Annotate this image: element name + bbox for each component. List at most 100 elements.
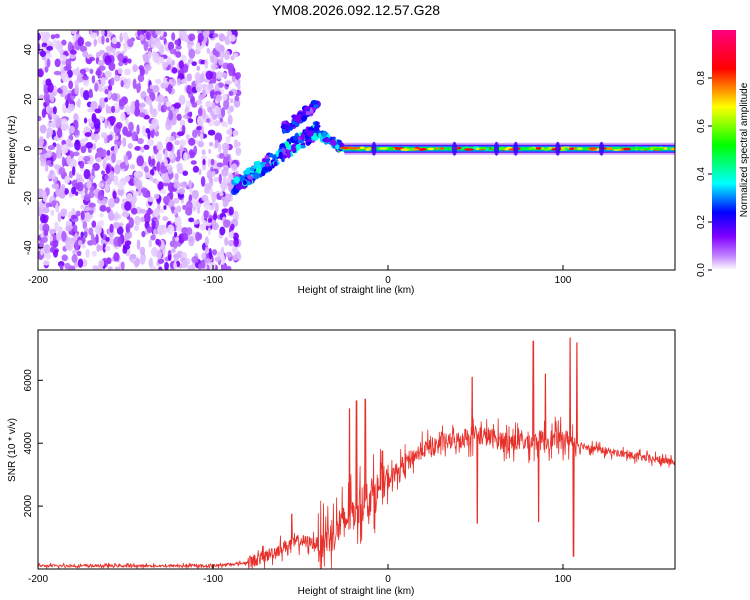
spectrogram-chirp-blob bbox=[239, 175, 246, 183]
spectrogram-frame bbox=[37, 29, 676, 271]
spectrogram-noise-blob bbox=[91, 220, 97, 228]
carrier-segment bbox=[535, 147, 542, 150]
spectrogram-chirp-blob bbox=[285, 141, 290, 148]
spectrogram-noise-blob bbox=[150, 234, 156, 241]
spectrogram-chirp-blob bbox=[285, 124, 290, 132]
spectrogram-chirp-blob bbox=[318, 132, 322, 138]
carrier-burst bbox=[555, 141, 561, 156]
spectrogram-noise-blob bbox=[82, 75, 89, 81]
spectrogram-noise-blob bbox=[57, 42, 63, 54]
spectrogram-noise-blob bbox=[56, 128, 63, 139]
spectrogram-noise-blob bbox=[199, 133, 204, 141]
spectrogram-noise-blob bbox=[83, 169, 91, 180]
spectrogram-noise-blob bbox=[204, 236, 209, 247]
spectrogram-noise-blob bbox=[79, 45, 88, 53]
spectrogram-noise-blob bbox=[214, 52, 221, 58]
spectrogram-noise-blob bbox=[176, 78, 182, 86]
spectrogram-noise-blob bbox=[53, 164, 60, 170]
spectrogram-chirp-blob bbox=[272, 154, 277, 160]
spectrogram-noise-blob bbox=[173, 241, 178, 249]
spectrogram-noise-region bbox=[38, 30, 242, 270]
spectrogram-noise-blob bbox=[230, 223, 235, 231]
spectrogram-noise-blob bbox=[163, 176, 168, 183]
spectrogram-noise-blob bbox=[76, 181, 84, 192]
spectrogram-noise-blob bbox=[216, 71, 223, 80]
spectrogram-noise-blob bbox=[196, 207, 201, 214]
spectrogram-noise-blob bbox=[117, 236, 123, 247]
spectrogram-noise-blob bbox=[131, 131, 138, 142]
spectrogram-noise-blob bbox=[100, 30, 105, 36]
spectrogram-noise-blob bbox=[169, 135, 175, 142]
spectrogram-noise-blob bbox=[153, 193, 160, 200]
spectrogram-noise-blob bbox=[160, 188, 167, 195]
spectrogram-noise-blob bbox=[117, 188, 124, 196]
spectrogram-noise-blob bbox=[154, 78, 162, 85]
spectrogram-noise-blob bbox=[231, 163, 238, 172]
spectrogram-noise-blob bbox=[164, 149, 169, 160]
spectrogram-noise-blob bbox=[70, 30, 78, 34]
spectrogram-noise-blob bbox=[71, 254, 78, 263]
spectrogram-noise-blob bbox=[215, 202, 219, 213]
spectrogram-noise-blob bbox=[38, 188, 43, 198]
colorbar-gradient bbox=[712, 30, 736, 270]
spectrogram-chirp-blob bbox=[242, 180, 247, 186]
carrier-segment bbox=[621, 147, 631, 151]
spectrogram-noise-blob bbox=[88, 88, 93, 99]
spectrogram-chirp-blob bbox=[288, 125, 294, 131]
spectrogram-noise-blob bbox=[175, 44, 182, 50]
spectrogram-noise-blob bbox=[64, 262, 71, 270]
spectrogram-chirp-blob bbox=[261, 166, 269, 173]
spectrogram-noise-blob bbox=[160, 165, 168, 174]
spectrogram-noise-blob bbox=[130, 164, 136, 170]
spectrogram-noise-blob bbox=[106, 257, 112, 265]
snr-x-tick-label: 100 bbox=[555, 574, 572, 585]
spectrogram-noise-blob bbox=[105, 103, 109, 114]
spectrogram-noise-blob bbox=[38, 201, 41, 208]
spectrogram-noise-blob bbox=[161, 61, 169, 68]
spectrogram-noise-blob bbox=[157, 258, 165, 265]
spectrogram-noise-blob bbox=[139, 102, 146, 108]
spectrogram-noise-blob bbox=[182, 64, 189, 73]
colorbar-ticks: 0.0 0.2 0.4 0.6 0.8 bbox=[696, 71, 712, 277]
spectrogram-noise-blob bbox=[200, 259, 206, 270]
spectrogram-noise-blob bbox=[108, 197, 116, 208]
spectrogram-noise-blob bbox=[212, 54, 219, 66]
spectrogram-noise-blob bbox=[157, 181, 164, 191]
spectrogram-noise-blob bbox=[43, 92, 50, 102]
spectrogram-noise-blob bbox=[197, 32, 204, 43]
spectrogram-noise-blob bbox=[61, 123, 69, 131]
spectrogram-noise-blob bbox=[200, 72, 205, 82]
carrier-segment bbox=[564, 147, 569, 151]
spectrogram-noise-blob bbox=[215, 94, 222, 102]
spectrogram-noise-blob bbox=[101, 170, 105, 175]
spectrogram-noise-blob bbox=[102, 243, 107, 253]
spectrogram-chirp-blob bbox=[301, 115, 306, 122]
spectrogram-chirp-blob bbox=[306, 130, 314, 137]
carrier-segment bbox=[464, 148, 475, 151]
spectrogram-noise-blob bbox=[143, 166, 149, 173]
spectrogram-noise-blob bbox=[218, 152, 225, 159]
spectrogram-noise-blob bbox=[145, 95, 151, 105]
spectrogram-noise-blob bbox=[149, 174, 154, 182]
spectrogram-noise-blob bbox=[191, 189, 199, 200]
spectrogram-noise-blob bbox=[103, 30, 108, 37]
spectrogram-noise-blob bbox=[111, 37, 118, 45]
spectrogram-noise-blob bbox=[50, 92, 55, 103]
spectrogram-noise-blob bbox=[198, 168, 202, 176]
spectrogram-noise-blob bbox=[84, 132, 92, 137]
carrier-segment bbox=[476, 147, 480, 151]
spectrogram-noise-blob bbox=[88, 227, 94, 236]
spectrogram-noise-blob bbox=[158, 266, 163, 270]
snr-panel: -200 -100 0 100 2000 4000 6000 Height of stra… bbox=[7, 329, 676, 597]
spectrogram-noise-blob bbox=[155, 151, 163, 162]
spectrogram-noise-blob bbox=[162, 195, 170, 205]
spectrogram-noise-blob bbox=[52, 238, 59, 248]
spectrogram-noise-blob bbox=[99, 212, 104, 218]
spectrogram-noise-blob bbox=[95, 157, 102, 163]
spectrogram-noise-blob bbox=[101, 34, 105, 45]
spectrogram-noise-blob bbox=[94, 224, 102, 235]
spectrogram-y-tick-label: -40 bbox=[23, 240, 34, 255]
spectrogram-noise-blob bbox=[170, 206, 175, 211]
spectrogram-noise-blob bbox=[143, 40, 149, 52]
spectrogram-noise-blob bbox=[167, 254, 172, 261]
